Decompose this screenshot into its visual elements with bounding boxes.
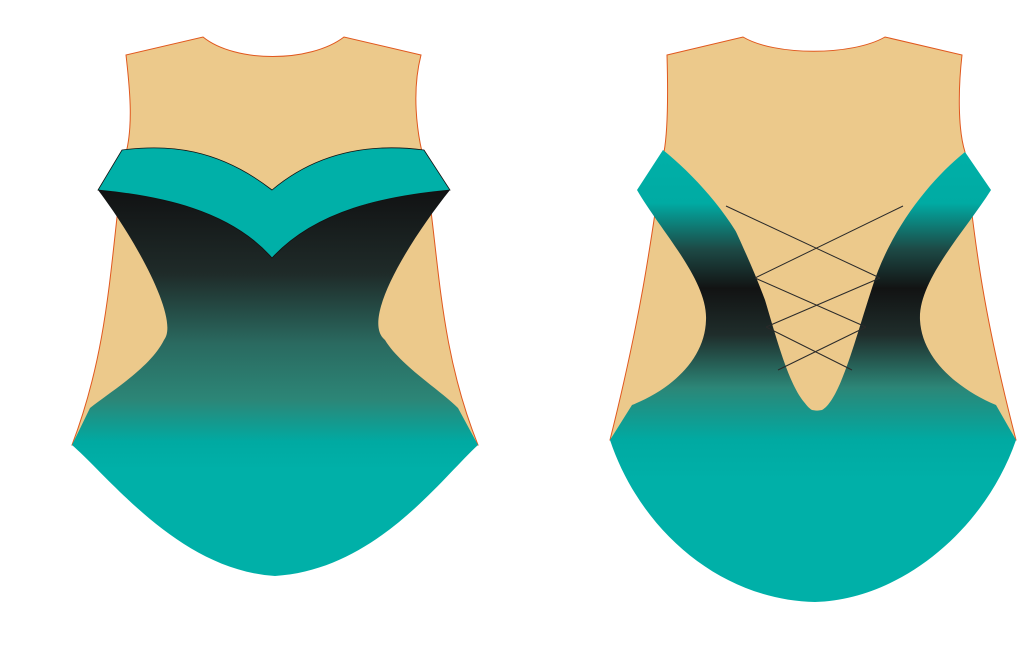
lace-line: [777, 326, 867, 371]
leotard-back-view: [609, 36, 1017, 602]
back-right-panel: [610, 152, 1016, 440]
lace-line: [765, 277, 881, 328]
lace-line: [754, 277, 867, 328]
leotard-front-view: [71, 36, 479, 576]
lace-line: [754, 205, 904, 279]
back-left-panel: [610, 150, 1016, 602]
back-open-cutout: [724, 205, 903, 410]
front-gradient-body: [72, 190, 478, 576]
front-neckline-band: [97, 147, 451, 259]
lace-line: [725, 205, 881, 279]
back-lacing: [725, 205, 904, 371]
lace-line: [765, 326, 853, 371]
